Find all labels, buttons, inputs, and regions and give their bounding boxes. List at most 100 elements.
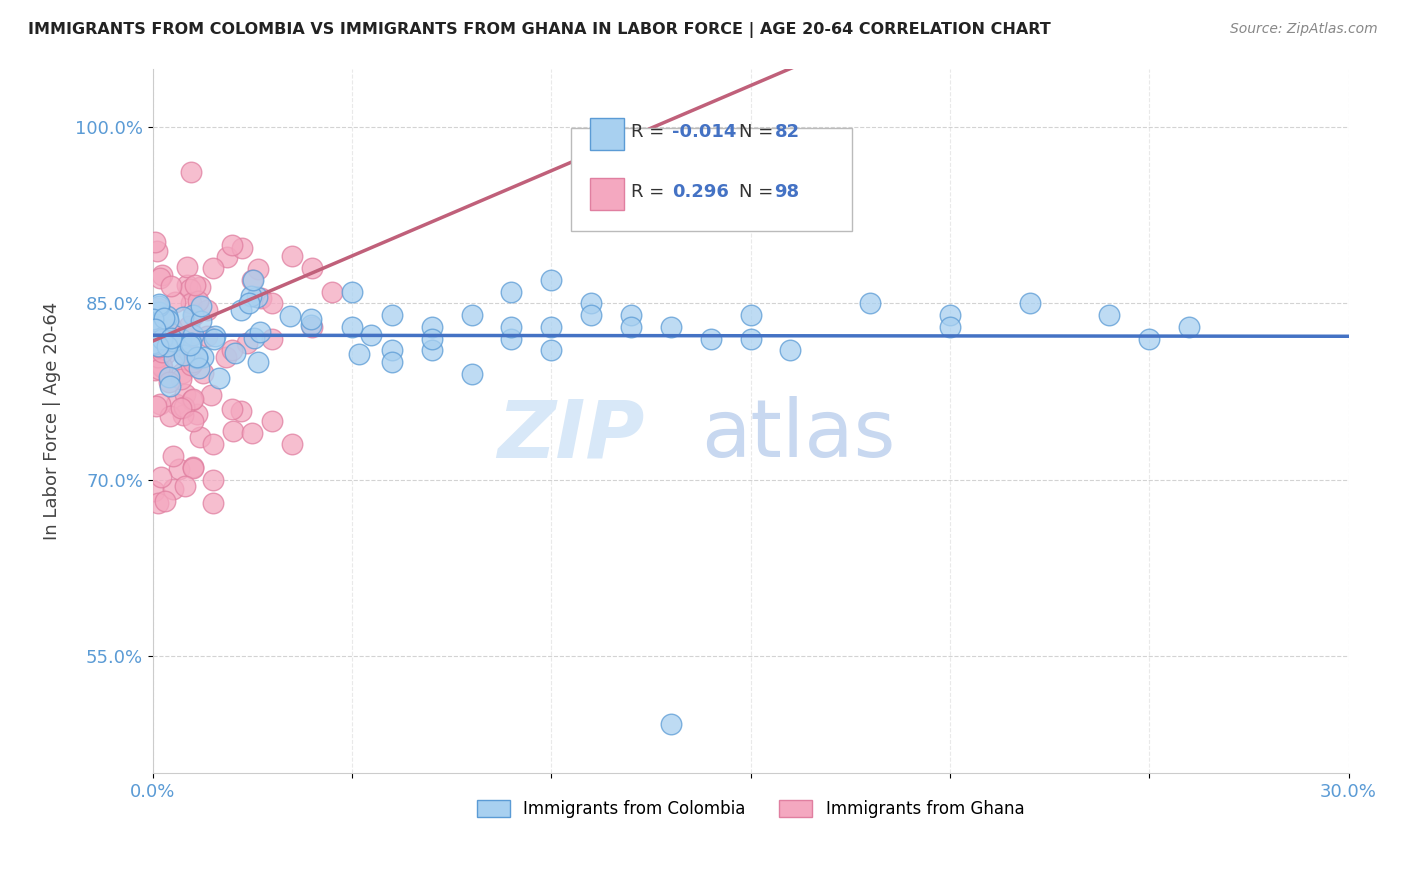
Point	[201, 261, 224, 276]
Point	[150, 359, 173, 374]
Point	[172, 347, 194, 361]
Point	[179, 338, 201, 352]
Point	[579, 296, 602, 310]
Point	[149, 270, 172, 285]
Point	[179, 328, 201, 343]
Point	[148, 297, 170, 311]
Point	[195, 302, 218, 317]
Point	[157, 317, 180, 331]
Point	[238, 296, 260, 310]
Point	[152, 310, 174, 325]
Text: N =: N =	[738, 123, 779, 141]
Point	[740, 308, 762, 322]
Point	[939, 308, 962, 322]
Point	[146, 319, 169, 334]
Point	[659, 320, 682, 334]
Point	[170, 366, 193, 380]
Point	[148, 340, 170, 354]
Point	[177, 318, 200, 333]
Point	[221, 343, 243, 358]
Text: -0.014: -0.014	[672, 123, 737, 141]
Point	[149, 341, 172, 355]
Point	[501, 320, 523, 334]
Point	[181, 355, 204, 369]
Point	[183, 328, 205, 343]
Point	[540, 273, 562, 287]
Point	[172, 408, 194, 422]
Text: IMMIGRANTS FROM COLOMBIA VS IMMIGRANTS FROM GHANA IN LABOR FORCE | AGE 20-64 COR: IMMIGRANTS FROM COLOMBIA VS IMMIGRANTS F…	[28, 22, 1050, 38]
Point	[262, 296, 284, 310]
Point	[381, 308, 404, 322]
Point	[148, 350, 170, 364]
Point	[153, 338, 176, 352]
Point	[188, 361, 211, 376]
Point	[242, 425, 264, 440]
Point	[150, 333, 173, 347]
Point	[142, 336, 165, 351]
Point	[1137, 332, 1160, 346]
Point	[169, 372, 191, 386]
Point	[381, 355, 404, 369]
Point	[170, 332, 193, 346]
Point	[1098, 308, 1121, 322]
Point	[186, 351, 208, 366]
Point	[163, 351, 186, 365]
Point	[180, 359, 202, 373]
Point	[169, 401, 191, 415]
Text: atlas: atlas	[702, 396, 896, 474]
Point	[249, 325, 271, 339]
Point	[180, 296, 202, 310]
Point	[181, 414, 204, 428]
FancyBboxPatch shape	[591, 178, 624, 210]
Point	[939, 320, 962, 334]
Point	[156, 339, 179, 353]
Point	[299, 318, 322, 332]
FancyBboxPatch shape	[571, 128, 852, 231]
Point	[153, 346, 176, 360]
Text: R =: R =	[631, 183, 671, 201]
Point	[148, 299, 170, 313]
Point	[156, 313, 179, 327]
Point	[501, 332, 523, 346]
Point	[859, 296, 882, 310]
Point	[221, 402, 243, 417]
Point	[222, 424, 245, 438]
Point	[146, 496, 169, 510]
Y-axis label: In Labor Force | Age 20-64: In Labor Force | Age 20-64	[44, 301, 60, 540]
Point	[148, 362, 170, 376]
Point	[162, 334, 184, 348]
Point	[620, 320, 643, 334]
Point	[779, 343, 801, 358]
Point	[193, 366, 215, 380]
Point	[224, 346, 246, 360]
Point	[184, 278, 207, 293]
Point	[1018, 296, 1040, 310]
Point	[180, 165, 202, 179]
Point	[278, 310, 301, 324]
Point	[242, 273, 264, 287]
Point	[191, 350, 214, 364]
Point	[159, 378, 181, 392]
Point	[156, 309, 179, 323]
Point	[659, 717, 682, 731]
Point	[142, 312, 165, 326]
Point	[299, 312, 322, 326]
Point	[150, 358, 173, 372]
Point	[186, 408, 208, 422]
Point	[1178, 320, 1201, 334]
Point	[149, 347, 172, 361]
Point	[157, 375, 180, 389]
Point	[301, 261, 323, 276]
Point	[148, 304, 170, 318]
Point	[321, 285, 343, 299]
Point	[148, 301, 170, 315]
Point	[195, 329, 218, 343]
Point	[150, 268, 173, 282]
Point	[420, 320, 443, 334]
Point	[208, 371, 231, 385]
Point	[149, 397, 172, 411]
Point	[420, 343, 443, 358]
Point	[381, 343, 404, 358]
Text: Source: ZipAtlas.com: Source: ZipAtlas.com	[1230, 22, 1378, 37]
Point	[181, 461, 204, 475]
